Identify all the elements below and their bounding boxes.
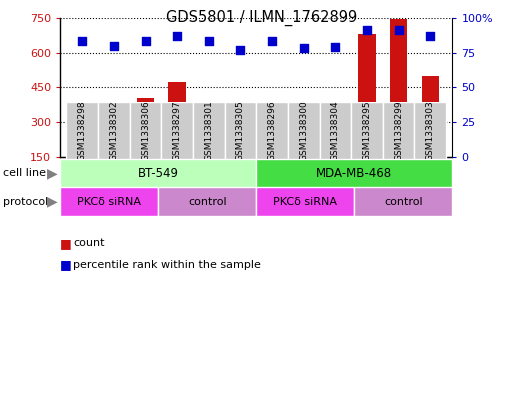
Bar <box>193 102 225 159</box>
Text: GSM1338299: GSM1338299 <box>394 100 403 161</box>
Point <box>331 44 339 50</box>
Text: control: control <box>188 196 226 207</box>
Text: GSM1338296: GSM1338296 <box>268 100 277 161</box>
Point <box>363 27 371 33</box>
Bar <box>295 134 312 192</box>
Bar <box>355 187 452 216</box>
Text: ■: ■ <box>60 258 72 272</box>
Text: GSM1338298: GSM1338298 <box>78 100 87 161</box>
Text: GSM1338303: GSM1338303 <box>426 100 435 161</box>
Bar <box>225 102 256 159</box>
Bar <box>327 122 344 192</box>
Bar <box>390 19 407 192</box>
Text: MDA-MB-468: MDA-MB-468 <box>316 167 392 180</box>
Text: ■: ■ <box>60 237 72 250</box>
Text: ▶: ▶ <box>47 166 58 180</box>
Text: GSM1338306: GSM1338306 <box>141 100 150 161</box>
Bar <box>288 102 320 159</box>
Bar <box>256 159 452 187</box>
Text: BT-549: BT-549 <box>138 167 179 180</box>
Point <box>204 38 213 44</box>
Bar <box>162 102 193 159</box>
Bar <box>414 102 446 159</box>
Point <box>426 33 435 39</box>
Text: count: count <box>73 238 105 248</box>
Text: GSM1338304: GSM1338304 <box>331 100 340 161</box>
Bar <box>60 159 256 187</box>
Text: protocol: protocol <box>3 196 48 207</box>
Bar <box>200 110 218 192</box>
Text: GSM1338300: GSM1338300 <box>299 100 308 161</box>
Bar <box>320 102 351 159</box>
Point <box>78 38 86 44</box>
Text: GSM1338305: GSM1338305 <box>236 100 245 161</box>
Text: PKCδ siRNA: PKCδ siRNA <box>274 196 337 207</box>
Text: cell line: cell line <box>3 168 46 178</box>
Bar <box>66 102 98 159</box>
Bar <box>130 102 162 159</box>
Point <box>268 38 276 44</box>
Bar <box>98 102 130 159</box>
Bar <box>422 76 439 192</box>
Text: GDS5801 / ILMN_1762899: GDS5801 / ILMN_1762899 <box>166 10 357 26</box>
Text: GSM1338301: GSM1338301 <box>204 100 213 161</box>
Point <box>236 47 245 53</box>
Text: control: control <box>384 196 423 207</box>
Bar <box>158 187 256 216</box>
Bar <box>105 129 122 192</box>
Bar <box>358 34 376 192</box>
Text: GSM1338302: GSM1338302 <box>109 100 118 161</box>
Point <box>141 38 150 44</box>
Text: PKCδ siRNA: PKCδ siRNA <box>77 196 141 207</box>
Point <box>394 27 403 33</box>
Bar <box>232 142 249 192</box>
Point <box>110 42 118 49</box>
Bar <box>137 98 154 192</box>
Text: ▶: ▶ <box>47 195 58 209</box>
Bar <box>351 102 383 159</box>
Bar <box>168 82 186 192</box>
Bar <box>264 113 281 192</box>
Bar <box>383 102 414 159</box>
Text: GSM1338295: GSM1338295 <box>362 100 371 161</box>
Bar <box>256 187 355 216</box>
Bar <box>74 112 91 192</box>
Text: percentile rank within the sample: percentile rank within the sample <box>73 260 261 270</box>
Bar <box>60 187 158 216</box>
Point <box>173 33 181 39</box>
Point <box>300 45 308 51</box>
Bar <box>256 102 288 159</box>
Text: GSM1338297: GSM1338297 <box>173 100 181 161</box>
